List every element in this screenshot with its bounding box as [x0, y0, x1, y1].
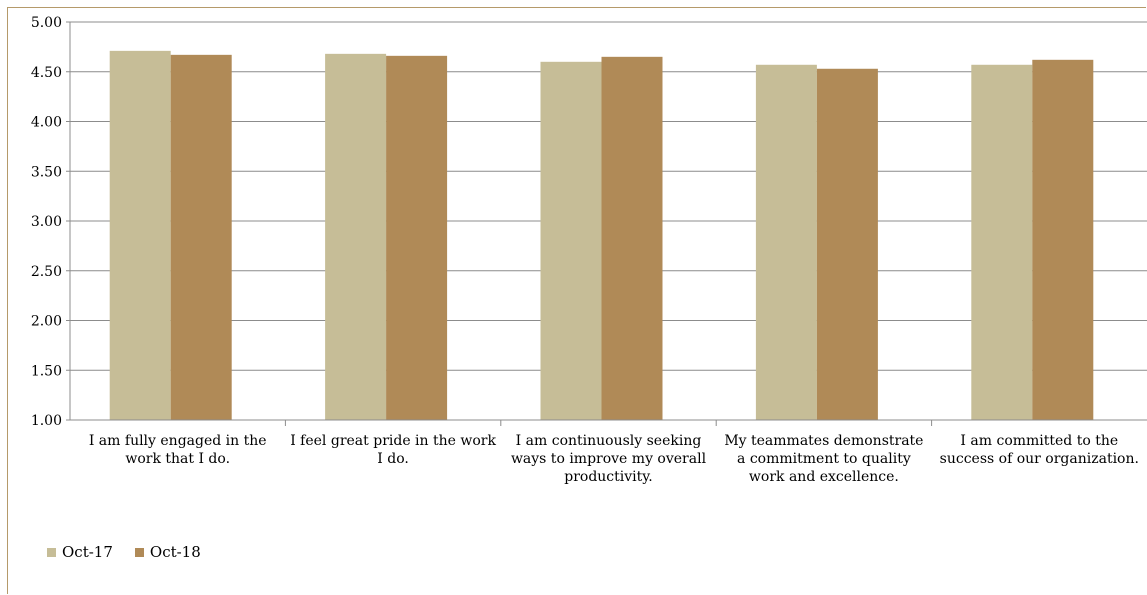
y-tick-label: 5.00	[31, 15, 62, 31]
legend-label: Oct-17	[62, 543, 113, 561]
legend-swatch	[47, 547, 56, 557]
y-tick-label: 2.50	[31, 264, 62, 280]
x-category-label: I am continuously seeking ways to improve…	[511, 433, 707, 485]
x-category-label: I feel great pride in the work I do.	[290, 433, 496, 467]
x-category-label: I am fully engaged in the work that I do.	[89, 433, 267, 467]
x-category-label: My teammates demonstrate a commitment to …	[724, 433, 923, 485]
x-category-label: I am committed to the success of our orga…	[940, 433, 1139, 467]
y-tick-label: 4.00	[31, 115, 62, 131]
y-tick-label: 3.50	[31, 164, 62, 180]
bar-oct-17-1	[109, 50, 171, 420]
chart-frame	[7, 7, 1146, 594]
legend-swatch	[134, 547, 144, 557]
y-tick-label: 3.00	[31, 214, 62, 230]
y-tick-label: 2.00	[31, 314, 62, 330]
legend: Oct-17 Oct-18	[47, 543, 201, 561]
bar-oct-17-4	[755, 64, 817, 420]
legend-label: Oct-18	[149, 543, 201, 561]
bar-oct-18-5	[1032, 59, 1094, 421]
y-tick-label: 1.00	[31, 413, 62, 429]
bar-oct-17-2	[325, 53, 387, 421]
legend-item-oct-17: Oct-17	[47, 543, 113, 561]
bar-oct-18-2	[386, 55, 448, 421]
bar-oct-17-5	[971, 64, 1033, 420]
y-tick-label: 4.50	[31, 65, 62, 81]
bar-oct-18-4	[816, 68, 878, 420]
bar-oct-18-1	[170, 54, 232, 421]
bar-oct-17-3	[540, 61, 602, 421]
y-tick-label: 1.50	[31, 363, 62, 379]
legend-item-oct-18: Oct-18	[134, 543, 201, 561]
bar-oct-18-3	[601, 56, 663, 420]
